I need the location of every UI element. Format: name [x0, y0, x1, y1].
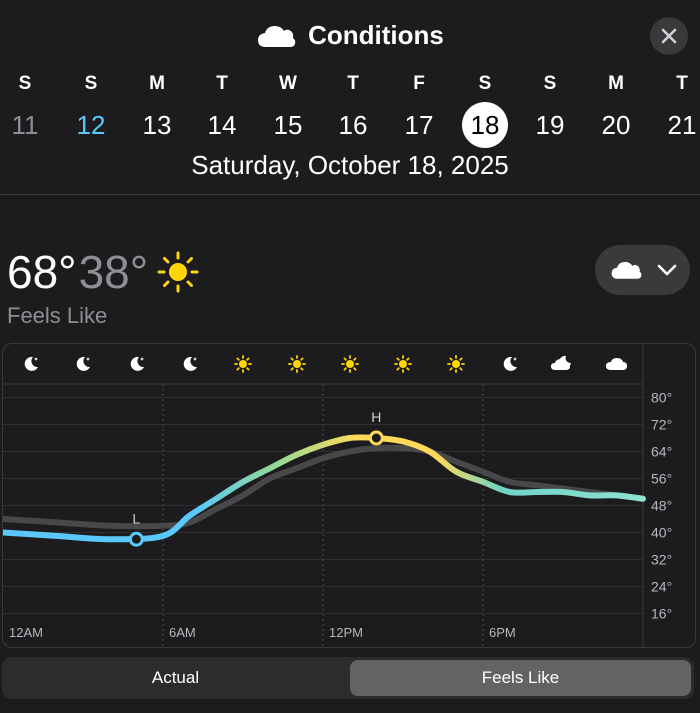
day-of-week-label: F — [413, 73, 425, 94]
day-11[interactable]: S 11 — [0, 72, 50, 140]
day-of-week-label: M — [608, 73, 624, 94]
sun-icon — [394, 355, 412, 373]
low-marker — [128, 531, 144, 547]
day-21[interactable]: T 21 — [657, 72, 700, 140]
close-icon — [661, 28, 677, 44]
day-18[interactable]: S 18 — [460, 72, 510, 148]
day-number: 17 — [404, 110, 434, 140]
day-of-week-label: S — [478, 73, 492, 94]
y-tick-label: 56° — [651, 471, 672, 487]
day-number: 16 — [338, 110, 368, 140]
day-of-week-label: T — [347, 73, 359, 94]
day-14[interactable]: T 14 — [197, 72, 247, 140]
y-tick-label: 24° — [651, 579, 672, 595]
y-tick-label: 72° — [651, 417, 672, 433]
segmented-control: Actual Feels Like — [2, 657, 694, 699]
close-button[interactable] — [650, 17, 688, 55]
moon-icon — [24, 356, 38, 371]
day-number: 13 — [142, 110, 172, 140]
high-marker — [368, 430, 384, 446]
y-tick-label: 40° — [651, 525, 672, 541]
x-tick-label: 12PM — [329, 625, 363, 640]
high-temp: 68° — [7, 246, 77, 298]
title-row: Conditions — [0, 20, 700, 51]
sun-icon — [234, 355, 252, 373]
feels-like-chart: 80° 72° 64° 56° 48° 40° 32° 24° 16° 12AM 6AM 12PM 6P… — [2, 343, 696, 648]
day-number: 21 — [667, 110, 697, 140]
day-13[interactable]: M 13 — [132, 72, 182, 140]
x-tick-label: 6AM — [169, 625, 196, 640]
y-tick-label: 80° — [651, 390, 672, 406]
low-marker-label: L — [132, 510, 140, 526]
header: Conditions — [0, 0, 700, 70]
metric-label: Feels Like — [7, 303, 108, 328]
day-of-week-label: S — [543, 73, 557, 94]
moon-cloud-icon — [551, 355, 571, 370]
actual-tab[interactable]: Actual — [151, 668, 200, 687]
day-number: 18 — [462, 102, 508, 148]
day-number: 19 — [535, 110, 565, 140]
cloud-icon — [258, 25, 296, 47]
y-tick-label: 16° — [651, 606, 672, 622]
low-temp: 38° — [78, 246, 149, 298]
cloud-icon — [606, 358, 627, 370]
sun-icon — [447, 355, 465, 373]
cloud-icon — [611, 262, 641, 279]
feels-like-series-line — [3, 434, 646, 543]
x-tick-label: 12AM — [9, 625, 43, 640]
y-tick-label: 32° — [651, 552, 672, 568]
sun-icon — [341, 355, 359, 373]
feels-like-tab[interactable]: Feels Like — [350, 660, 691, 696]
moon-icon — [503, 356, 517, 371]
moon-icon — [130, 356, 144, 371]
day-19[interactable]: S 19 — [525, 72, 575, 140]
day-12[interactable]: S 12 — [66, 72, 116, 140]
day-number: 20 — [601, 110, 631, 140]
day-of-week-label: S — [18, 73, 32, 94]
day-number: 11 — [11, 110, 39, 140]
day-15[interactable]: W 15 — [263, 72, 313, 140]
chart-svg: 80° 72° 64° 56° 48° 40° 32° 24° 16° 12AM 6AM 12PM 6P… — [3, 344, 672, 647]
day-number: 15 — [273, 110, 303, 140]
y-tick-label: 64° — [651, 444, 672, 460]
day-17[interactable]: F 17 — [394, 72, 444, 140]
moon-icon — [183, 356, 197, 371]
day-number: 12 — [76, 110, 106, 140]
day-of-week-label: S — [84, 73, 98, 94]
day-16[interactable]: T 16 — [328, 72, 378, 140]
selected-date: Saturday, October 18, 2025 — [191, 150, 509, 180]
day-of-week-label: M — [149, 73, 165, 94]
y-tick-label: 48° — [651, 498, 672, 514]
day-strip: S 11 S 12 M 13 T 14 W 15 T 16 F 17 S 18 S 19 M 20 T 21 — [0, 72, 700, 148]
high-marker-label: H — [371, 409, 381, 425]
condition-picker[interactable] — [595, 245, 690, 295]
day-of-week-label: T — [676, 73, 688, 94]
day-of-week-label: W — [279, 73, 297, 94]
sun-icon — [288, 355, 306, 373]
temperature-summary: 68° 38° — [7, 245, 200, 299]
day-of-week-label: T — [216, 73, 228, 94]
day-20[interactable]: M 20 — [591, 72, 641, 140]
day-number: 14 — [207, 110, 237, 140]
chevron-down-icon — [657, 264, 676, 276]
x-tick-label: 6PM — [489, 625, 516, 640]
divider — [0, 194, 700, 195]
page-title: Conditions — [308, 20, 444, 50]
sun-icon — [157, 251, 199, 293]
moon-icon — [76, 356, 90, 371]
